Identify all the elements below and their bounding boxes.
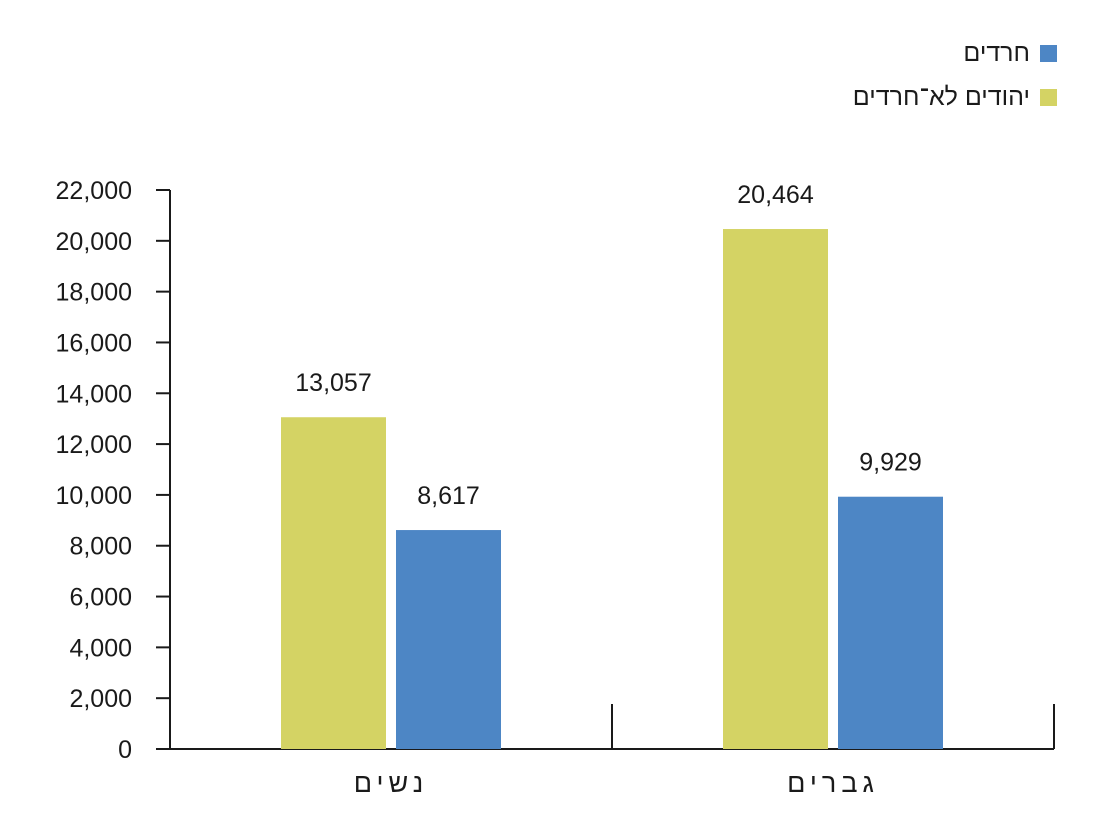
data-label: 9,929 — [859, 449, 922, 477]
bar — [838, 496, 943, 749]
y-tick-label: 2,000 — [69, 685, 132, 713]
y-tick-label: 8,000 — [69, 533, 132, 561]
legend-swatch-non-haredi-jews — [1040, 88, 1057, 106]
data-label: 20,464 — [737, 181, 814, 209]
legend-item-haredim: חרדים — [853, 38, 1057, 68]
y-tick-label: 6,000 — [69, 584, 132, 612]
bar — [396, 530, 501, 749]
x-category-label: גברים — [787, 768, 879, 798]
legend-label-non-haredi-jews: יהודים לא־חרדים — [852, 83, 1030, 111]
y-tick-label: 14,000 — [56, 380, 132, 408]
y-tick-label: 16,000 — [56, 329, 132, 357]
bar — [281, 417, 386, 749]
x-category-label: נשים — [354, 768, 428, 798]
y-tick-label: 20,000 — [56, 228, 132, 256]
y-tick-label: 4,000 — [69, 634, 132, 662]
y-tick-label: 10,000 — [56, 482, 132, 510]
bar — [723, 229, 828, 749]
legend-label-haredim: חרדים — [963, 39, 1030, 67]
y-tick-label: 12,000 — [56, 431, 132, 459]
legend-swatch-haredim — [1040, 44, 1057, 62]
y-tick-label: 0 — [118, 736, 132, 764]
y-tick-label: 22,000 — [56, 177, 132, 205]
data-label: 8,617 — [417, 482, 480, 510]
data-label: 13,057 — [295, 369, 371, 397]
y-tick-label: 18,000 — [56, 279, 132, 307]
legend-item-non-haredi-jews: יהודים לא־חרדים — [853, 82, 1057, 112]
chart-legend: חרדים יהודים לא־חרדים — [853, 38, 1057, 126]
